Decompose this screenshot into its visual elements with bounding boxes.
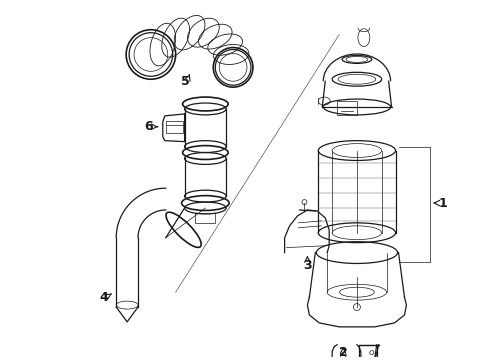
Text: 6: 6 bbox=[145, 120, 153, 133]
Text: 5: 5 bbox=[181, 75, 190, 88]
Text: 2: 2 bbox=[339, 346, 347, 359]
Bar bbox=[166, 121, 183, 133]
Bar bbox=[359, 345, 377, 360]
Text: 1: 1 bbox=[439, 197, 447, 210]
Text: 4: 4 bbox=[99, 291, 108, 303]
Text: 3: 3 bbox=[303, 259, 312, 272]
Bar bbox=[337, 101, 357, 115]
Bar bbox=[196, 213, 215, 223]
